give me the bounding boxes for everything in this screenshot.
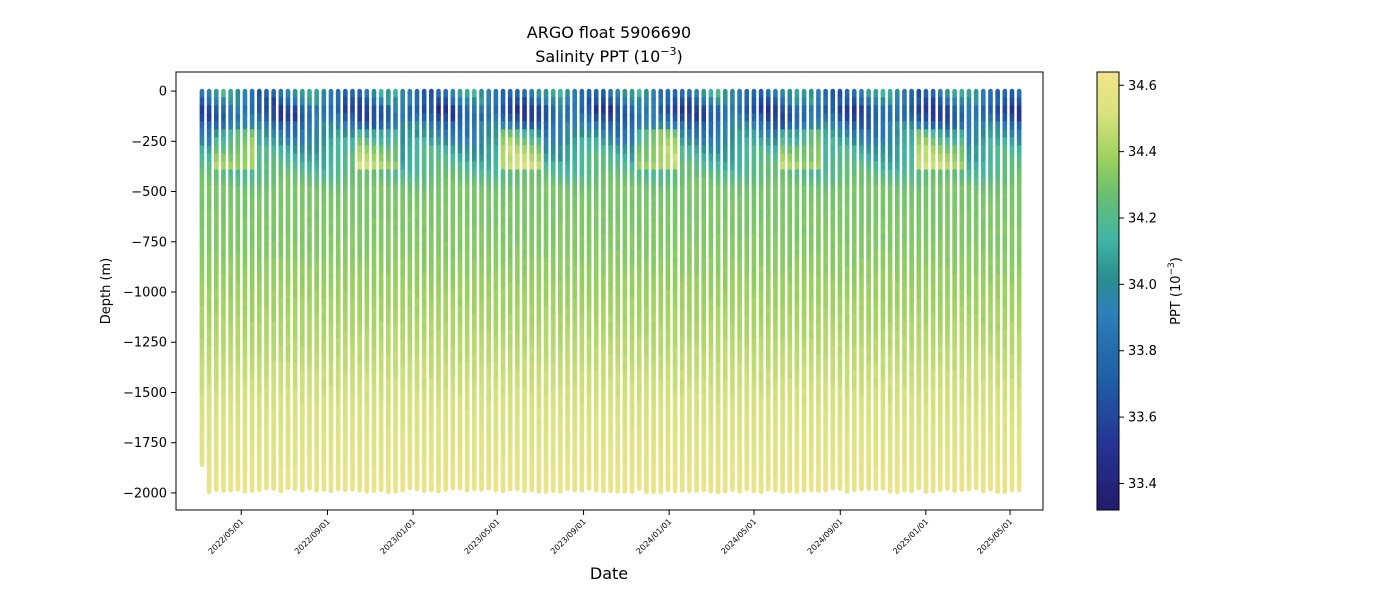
chart-title-line2: Salinity PPT (10−3) [535,45,683,66]
profiles-layer [202,91,1019,492]
chart-title-line2-prefix: Salinity PPT (10 [535,47,660,66]
chart-title-line1: ARGO float 5906690 [527,23,691,42]
chart-title-line2-exp: −3 [660,45,676,58]
chart-title-line2-suffix: ) [677,47,683,66]
